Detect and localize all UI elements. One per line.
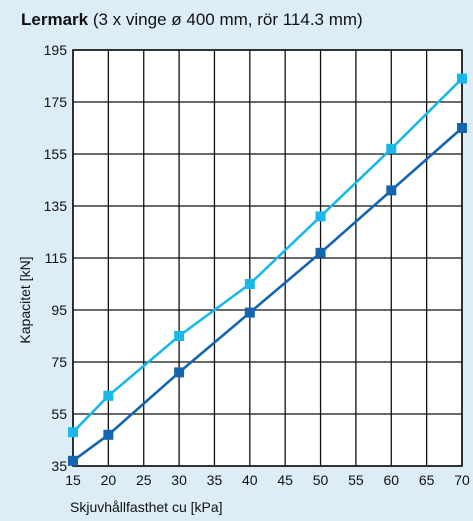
x-tick-label: 55	[348, 472, 364, 488]
y-tick-label: 195	[44, 42, 68, 58]
x-tick-label: 30	[171, 472, 187, 488]
x-tick-label: 25	[136, 472, 152, 488]
data-point	[315, 211, 326, 222]
data-point	[457, 123, 467, 133]
y-tick-label: 95	[51, 302, 67, 318]
data-point	[315, 247, 326, 258]
y-tick-label: 75	[51, 354, 67, 370]
x-axis-label: Skjuvhållfasthet cu [kPa]	[70, 499, 223, 515]
x-tick-label: 50	[313, 472, 329, 488]
y-tick-label: 115	[45, 250, 68, 266]
data-point	[68, 427, 78, 438]
x-tick-label: 65	[419, 472, 435, 488]
series-layer	[68, 73, 467, 466]
data-point	[244, 279, 255, 289]
data-point	[457, 73, 467, 84]
chart-title-bold: Lermark	[21, 10, 89, 29]
y-tick-label: 155	[44, 146, 68, 162]
data-point	[68, 455, 78, 466]
data-point	[386, 143, 397, 154]
data-point	[174, 367, 185, 378]
y-tick-label: 55	[51, 406, 67, 422]
grid	[72, 49, 463, 467]
data-point	[244, 307, 255, 318]
data-point	[174, 331, 185, 341]
y-axis-label: Kapacitet [kN]	[17, 256, 33, 343]
x-tick-label: 45	[277, 472, 293, 488]
data-point	[103, 429, 114, 440]
chart-title: Lermark (3 x vinge ø 400 mm, rör 114.3 m…	[21, 10, 363, 30]
y-tick-label: 135	[44, 198, 68, 214]
x-tick-label: 35	[207, 472, 223, 488]
y-tick-label: 175	[44, 94, 68, 110]
x-tick-label: 20	[101, 472, 117, 488]
data-point	[103, 390, 114, 401]
plot-frame	[72, 49, 463, 467]
tick-labels: 15 20 25 30 35 40 45 50 55 60 65 70 35 55 75 95 115 135 15…	[44, 42, 470, 488]
data-point	[386, 185, 397, 196]
x-tick-label: 60	[383, 472, 399, 488]
x-tick-label: 40	[242, 472, 258, 488]
chart-title-rest: (3 x vinge ø 400 mm, rör 114.3 mm)	[88, 10, 363, 29]
x-tick-label: 15	[65, 472, 81, 488]
y-tick-label: 35	[51, 458, 67, 474]
x-tick-label: 70	[454, 472, 470, 488]
